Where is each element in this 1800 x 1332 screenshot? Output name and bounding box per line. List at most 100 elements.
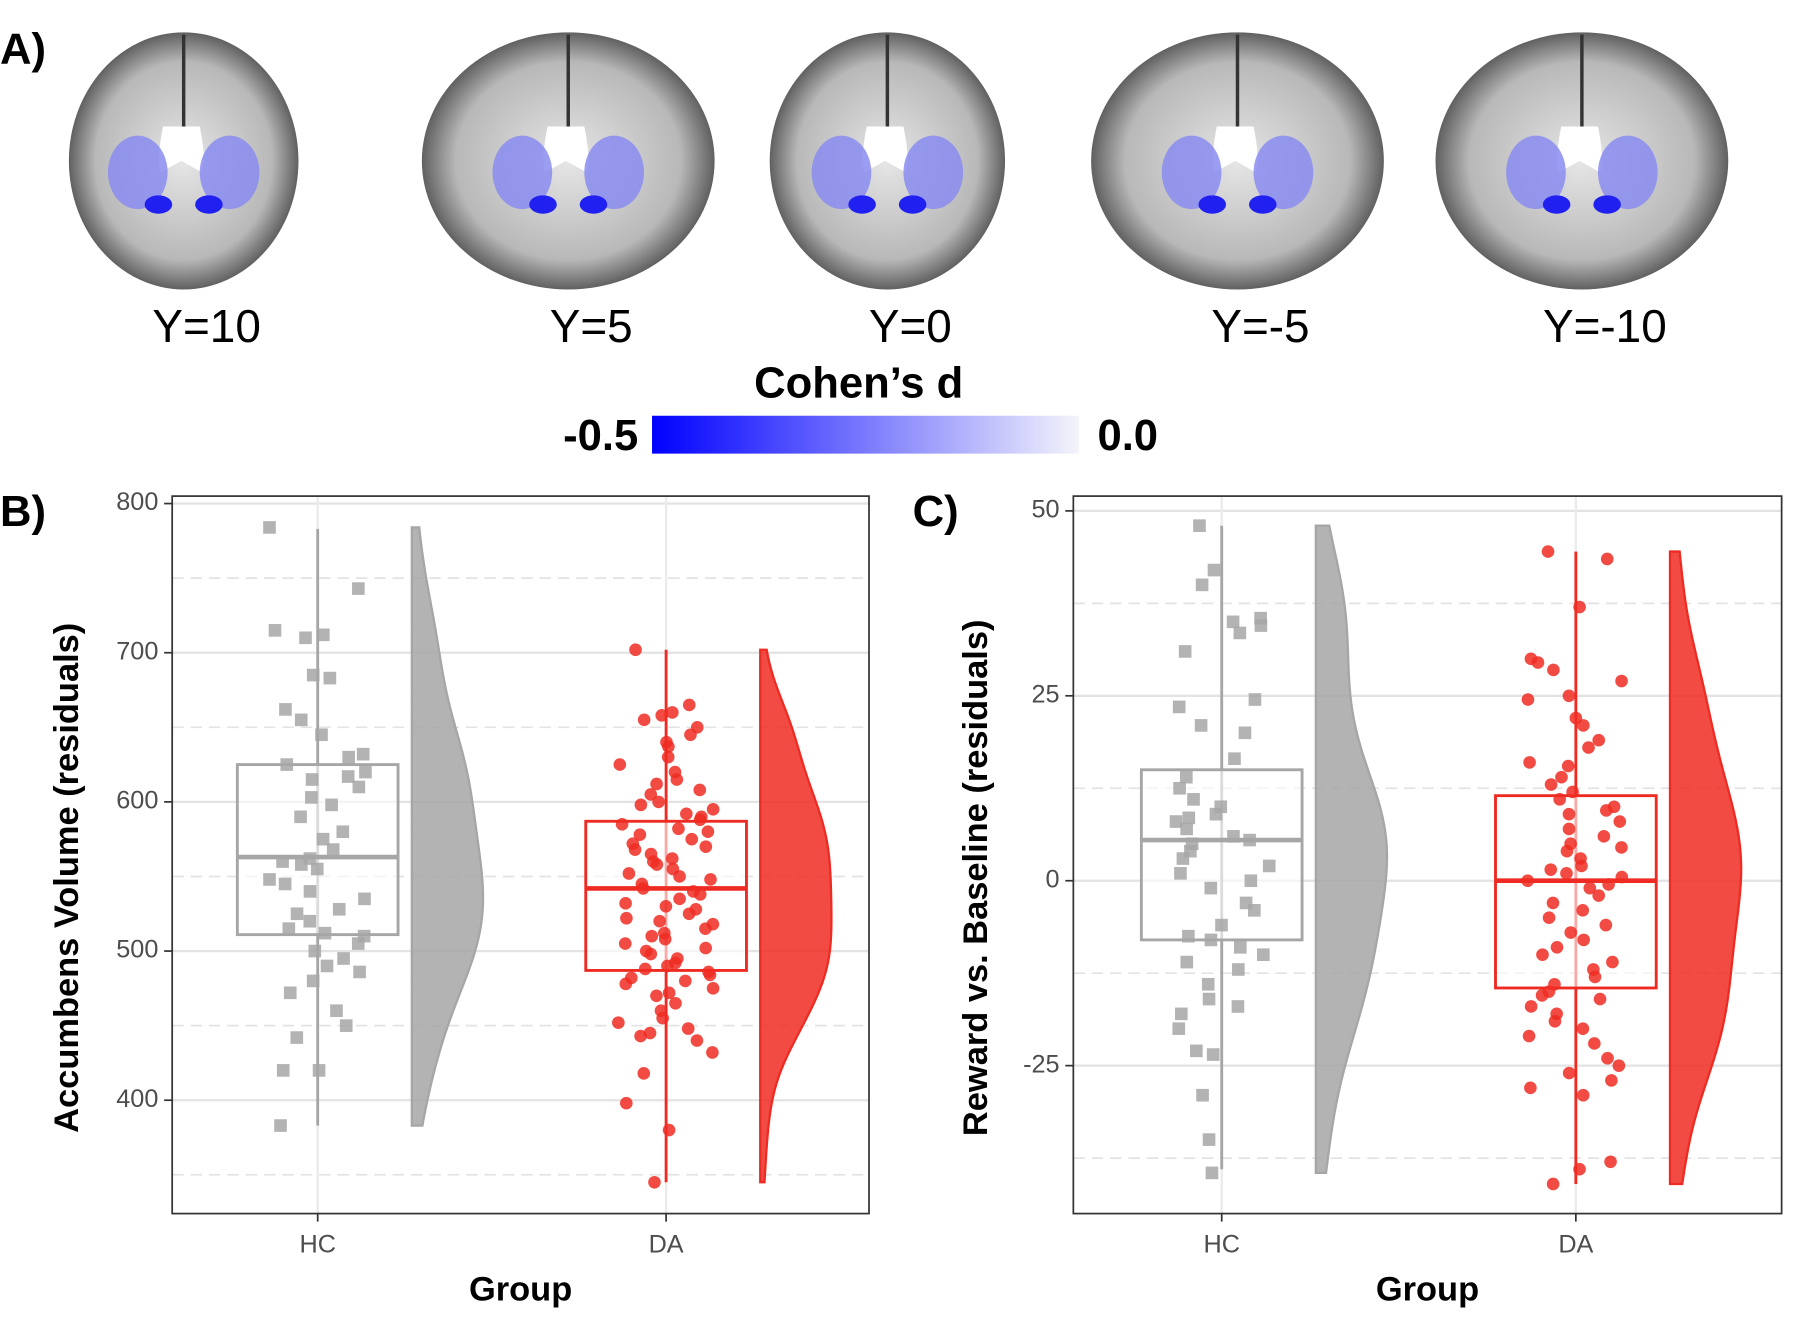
colorbar-tick-label: 0.0 — [1097, 412, 1158, 460]
point — [613, 758, 627, 771]
point — [1234, 940, 1247, 954]
accumbens-left — [848, 195, 876, 214]
y-axis-title: Accumbens Volume (residuals) — [48, 623, 86, 1133]
point — [1541, 545, 1555, 558]
point — [618, 937, 632, 950]
y-tick-label: 500 — [116, 936, 158, 964]
point — [1599, 918, 1613, 932]
point — [303, 914, 317, 928]
point — [1521, 874, 1534, 888]
point — [615, 817, 629, 831]
point — [1169, 815, 1183, 828]
point — [658, 932, 672, 946]
point — [662, 740, 675, 754]
point — [330, 1004, 343, 1018]
point — [274, 1119, 287, 1132]
striatum-left — [1506, 135, 1566, 210]
colorbar — [652, 415, 1080, 454]
point — [1172, 700, 1186, 714]
point — [352, 780, 366, 794]
point — [294, 713, 308, 727]
y-tick-label: 25 — [1031, 680, 1059, 708]
point — [1190, 1044, 1203, 1058]
point — [282, 922, 296, 935]
point — [699, 941, 712, 955]
point — [1257, 948, 1270, 962]
point — [612, 1016, 625, 1029]
density — [410, 526, 485, 1127]
plot-border — [171, 495, 870, 1215]
brain-slices — [68, 32, 1729, 290]
point — [659, 899, 673, 913]
point — [306, 668, 320, 682]
point — [1576, 1088, 1590, 1102]
point — [1588, 970, 1602, 984]
point — [680, 807, 693, 821]
point — [1202, 992, 1216, 1006]
point — [332, 902, 346, 916]
point — [276, 855, 289, 868]
slice-label: Y=5 — [550, 300, 633, 352]
point — [1615, 841, 1628, 854]
point — [633, 828, 647, 842]
plot-border — [1072, 495, 1783, 1215]
point — [645, 929, 659, 943]
point — [1597, 830, 1611, 843]
point — [1562, 807, 1576, 821]
point — [690, 1034, 704, 1047]
y-tick-label: 0 — [1046, 865, 1060, 893]
point — [310, 862, 324, 876]
point — [706, 982, 720, 995]
point — [620, 911, 633, 925]
point — [1560, 844, 1574, 858]
point — [1583, 881, 1597, 895]
point — [701, 825, 715, 839]
accumbens-right — [195, 195, 223, 214]
point — [673, 892, 686, 906]
accumbens-right — [579, 195, 608, 214]
point — [682, 907, 696, 921]
point — [673, 870, 686, 883]
point — [1546, 896, 1560, 910]
point — [1592, 889, 1605, 902]
point — [1175, 1007, 1188, 1021]
x-tick-label: HC — [299, 1230, 335, 1258]
point — [1606, 955, 1619, 969]
point — [661, 750, 675, 764]
panel-label: B) — [0, 488, 46, 536]
ventricle — [543, 126, 589, 173]
point — [1180, 822, 1193, 836]
point — [305, 773, 319, 786]
point — [339, 1019, 353, 1032]
point — [634, 1029, 647, 1043]
point — [1228, 752, 1241, 765]
point — [1205, 1166, 1219, 1180]
point — [1254, 619, 1268, 632]
point — [1172, 1022, 1186, 1035]
point — [1196, 1088, 1209, 1102]
point — [1202, 1133, 1216, 1146]
point — [1207, 563, 1221, 577]
point — [279, 703, 292, 716]
point — [318, 926, 332, 940]
point — [1535, 989, 1549, 1002]
point — [341, 770, 355, 783]
accumbens-right — [898, 195, 927, 214]
point — [652, 795, 665, 809]
point — [1231, 1000, 1245, 1013]
point — [290, 907, 304, 921]
point — [320, 959, 334, 973]
point — [619, 1096, 633, 1110]
accumbens-right — [1248, 195, 1277, 214]
point — [619, 977, 633, 991]
point — [1593, 992, 1607, 1006]
point — [662, 1123, 676, 1137]
point — [1524, 1000, 1538, 1013]
point — [1180, 955, 1194, 969]
slice-label: Y=0 — [869, 300, 952, 352]
point — [1544, 778, 1558, 791]
point — [351, 937, 365, 950]
y-tick-label: 600 — [116, 787, 158, 815]
slice-label: Y=10 — [152, 300, 261, 352]
point — [693, 888, 707, 901]
